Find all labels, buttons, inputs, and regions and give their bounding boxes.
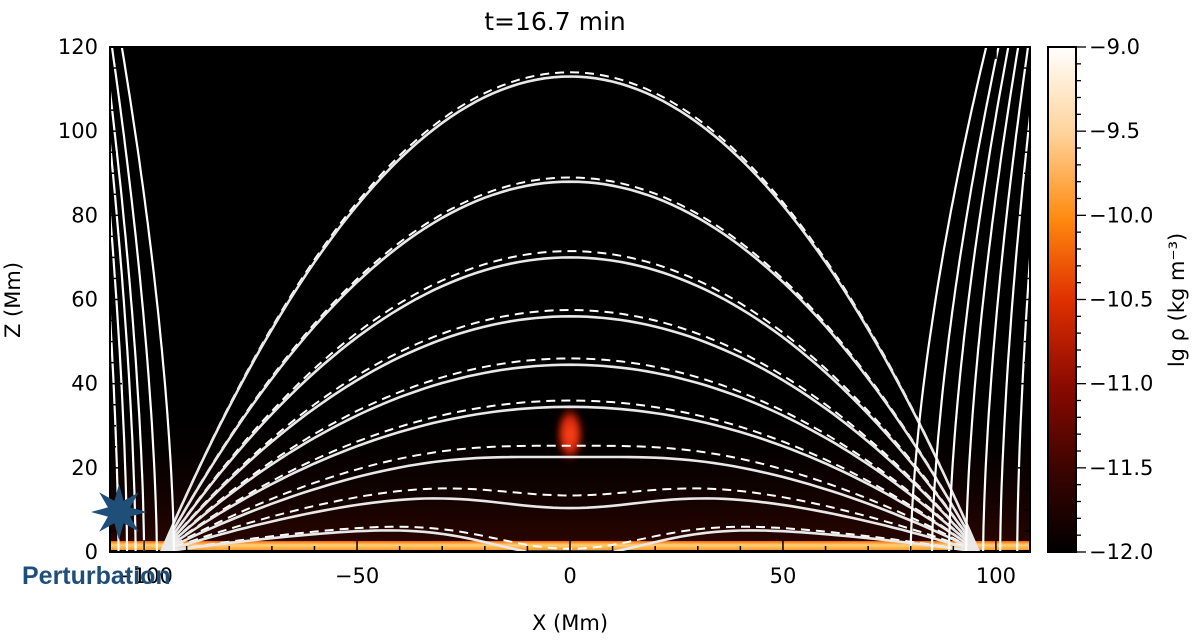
open-field-line: [110, 132, 137, 552]
open-field-line: [110, 47, 158, 552]
field-line-initial: [160, 357, 980, 552]
colorbar-tick-label: −11.0: [1089, 372, 1153, 396]
y-axis-label: Z (Mm): [1, 262, 25, 338]
x-axis-label: X (Mm): [532, 611, 608, 635]
field-line: [160, 256, 980, 552]
field-line: [159, 180, 981, 552]
colorbar-tick-label: −10.0: [1089, 203, 1153, 227]
field-line: [160, 405, 980, 552]
field-line-initial: [160, 250, 980, 552]
colorbar-ticks: −12.0 −11.5 −11.0 −10.5 −10.0 −9.5 −9.0: [1076, 35, 1153, 564]
x-axis-ticks: −100 −50 0 50 100: [115, 47, 1016, 588]
x-tick-label: 50: [770, 564, 797, 588]
colorbar-tick-label: −11.5: [1089, 456, 1153, 480]
field-line-initial: [160, 487, 980, 552]
open-field-line: [110, 82, 146, 552]
y-tick-label: 120: [58, 35, 98, 59]
field-line: [160, 497, 980, 552]
colorbar-tick-label: −9.5: [1089, 119, 1140, 143]
y-axis-ticks: 0 20 40 60 80 100 120: [58, 35, 1030, 564]
star-icon: [91, 484, 147, 540]
field-line-initial: [160, 444, 980, 552]
y-tick-label: 60: [71, 288, 98, 312]
colorbar-tick-label: −12.0: [1089, 540, 1153, 564]
colorbar-gradient: [1047, 46, 1077, 553]
open-field-line: [982, 47, 1030, 552]
y-tick-label: 0: [85, 540, 98, 564]
x-tick-label: 0: [563, 564, 576, 588]
open-field-line: [120, 47, 175, 552]
colorbar-tick-label: −10.5: [1089, 288, 1153, 312]
open-field-line: [110, 297, 120, 552]
field-line: [159, 75, 981, 552]
chart-title: t=16.7 min: [484, 7, 626, 36]
field-line: [160, 529, 980, 552]
open-field-line: [965, 47, 1020, 552]
perturbation-annotation: Perturbation: [22, 484, 171, 590]
x-tick-label: −100: [115, 564, 173, 588]
y-tick-label: 20: [71, 456, 98, 480]
field-line: [160, 314, 980, 552]
x-tick-label: −50: [335, 564, 379, 588]
open-field-line: [909, 47, 988, 552]
dense-plasma-blob: [555, 404, 585, 464]
open-field-line: [1016, 243, 1030, 552]
field-line: [160, 455, 980, 552]
field-line-initial: [160, 399, 980, 552]
perturbation-label: Perturbation: [22, 562, 171, 590]
x-tick-label: 100: [976, 564, 1016, 588]
y-tick-label: 100: [58, 119, 98, 143]
colorbar: −12.0 −11.5 −11.0 −10.5 −10.0 −9.5 −9.0 lg ρ (…: [1047, 35, 1189, 564]
open-field-line: [930, 47, 1000, 552]
plot-area: −100 −50 0 50 100 0 20 40 60 80 100 120: [58, 35, 1031, 588]
colorbar-label: lg ρ (kg m⁻³): [1165, 233, 1189, 367]
y-tick-label: 80: [71, 203, 98, 227]
open-field-line: [948, 47, 1010, 552]
y-tick-label: 40: [71, 372, 98, 396]
field-line: [160, 363, 980, 552]
open-field-line: [110, 199, 129, 552]
colorbar-tick-label: −9.0: [1089, 35, 1140, 59]
field-lines: [110, 47, 1030, 552]
